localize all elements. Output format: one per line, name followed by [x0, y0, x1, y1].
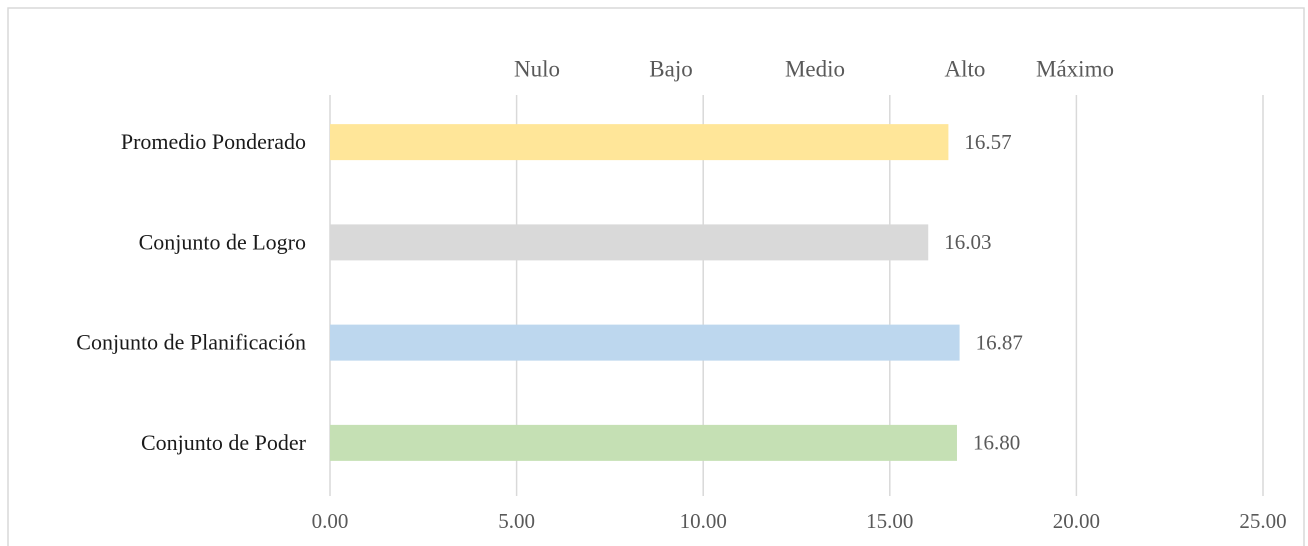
level-label: Bajo — [649, 56, 692, 81]
x-tick-label: 25.00 — [1239, 509, 1286, 533]
chart-frame — [7, 7, 1305, 546]
level-label: Nulo — [514, 56, 560, 81]
value-label: 16.80 — [973, 431, 1020, 455]
level-label: Máximo — [1036, 56, 1114, 81]
y-tick-label: Promedio Ponderado — [121, 129, 306, 154]
bar — [330, 424, 957, 461]
x-tick-label: 5.00 — [498, 509, 535, 533]
value-label: 16.03 — [944, 230, 991, 254]
y-tick-label: Conjunto de Poder — [141, 430, 307, 455]
x-tick-label: 20.00 — [1053, 509, 1100, 533]
x-tick-label: 15.00 — [866, 509, 913, 533]
level-label: Alto — [945, 56, 986, 81]
y-tick-label: Conjunto de Logro — [139, 229, 306, 254]
x-tick-label: 0.00 — [312, 509, 349, 533]
x-tick-label: 10.00 — [680, 509, 727, 533]
bar — [330, 324, 960, 361]
level-label: Medio — [785, 56, 845, 81]
value-label: 16.87 — [976, 330, 1023, 354]
bar — [330, 124, 949, 161]
value-label: 16.57 — [964, 130, 1011, 154]
bar — [330, 224, 929, 261]
y-tick-label: Conjunto de Planificación — [76, 330, 306, 355]
